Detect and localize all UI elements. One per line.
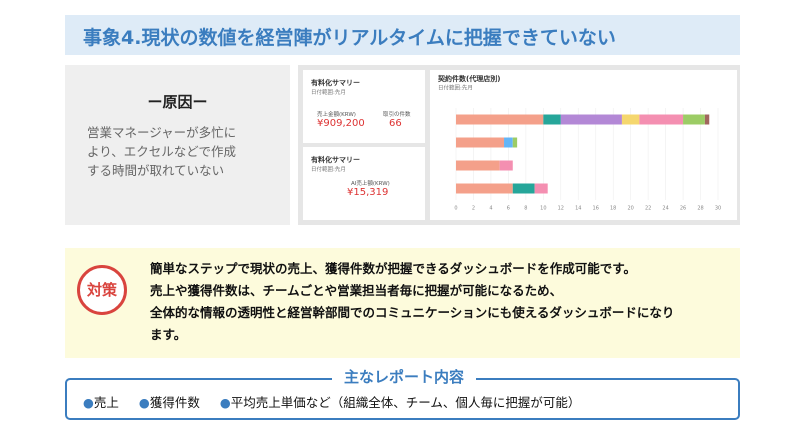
report-item: ●平均売上単価など（組織全体、チーム、個人毎に把握が可能）: [220, 395, 581, 410]
measure-line: 売上や獲得件数は、チームごとや営業担当者毎に把握が可能になるため、: [150, 283, 563, 298]
x-tick-label: 6: [507, 206, 510, 212]
metric-value: ¥15,319: [347, 187, 389, 198]
cause-box: ー原因ー 営業マネージャーが多忙に より、エクセルなどで作成 する時間が取れてい…: [65, 65, 290, 225]
measure-text: 簡単なステップで現状の売上、獲得件数が把握できるダッシュボードを作成可能です。 …: [150, 258, 674, 346]
bar-segment: [512, 137, 518, 148]
card-subtitle: 日付範囲:先月: [311, 90, 346, 96]
bar-segment: [704, 114, 710, 125]
bullet: ●: [138, 395, 150, 410]
report-box: 主なレポート内容 ●売上 ●獲得件数 ●平均売上単価など（組織全体、チーム、個人…: [65, 366, 740, 420]
bar-segment: [534, 183, 548, 194]
bar-segment: [456, 114, 544, 125]
title: 事象4.現状の数値を経営陣がリアルタイムに把握できていない: [83, 27, 616, 49]
measure-box: 対策 簡単なステップで現状の売上、獲得件数が把握できるダッシュボードを作成可能で…: [65, 248, 740, 358]
report-item-text: 平均売上単価など（組織全体、チーム、個人毎に把握が可能）: [230, 395, 581, 410]
x-tick-label: 28: [697, 206, 703, 212]
bar-segment: [639, 114, 684, 125]
report-heading: 主なレポート内容: [332, 366, 477, 387]
report-items: ●売上 ●獲得件数 ●平均売上単価など（組織全体、チーム、個人毎に把握が可能）: [83, 392, 596, 411]
x-tick-label: 16: [593, 206, 599, 212]
x-tick-label: 2: [472, 206, 475, 212]
summary-card: 有料化サマリー 日付範囲:先月 AI売上額(KRW) ¥15,319: [303, 147, 425, 220]
bar-segment: [543, 114, 561, 125]
cause-line: より、エクセルなどで作成: [87, 144, 237, 159]
measure-line: 全体的な情報の透明性と経営幹部間でのコミュニケーションにも使えるダッシュボードに…: [150, 305, 675, 320]
bullet: ●: [83, 395, 94, 410]
cause-heading: ー原因ー: [147, 93, 208, 111]
x-tick-label: 18: [610, 206, 616, 212]
bar-segment: [499, 160, 513, 171]
report-item-text: 売上: [93, 395, 119, 410]
bar-segment: [504, 137, 513, 148]
x-tick-label: 30: [715, 206, 721, 212]
chart-title: 契約件数(代理店別): [437, 74, 500, 83]
bullet: ●: [219, 395, 231, 410]
report-item: ●売上: [83, 395, 119, 410]
x-tick-label: 4: [489, 206, 492, 212]
card-title: 有料化サマリー: [311, 79, 360, 87]
x-tick-label: 26: [680, 206, 686, 212]
metric-value: 66: [389, 118, 402, 129]
card-subtitle: 日付範囲:先月: [311, 167, 346, 173]
metric-label: AI売上額(KRW): [351, 181, 390, 187]
x-tick-label: 20: [627, 206, 633, 212]
chart-subtitle: 日付範囲:先月: [438, 84, 473, 92]
bar-segment: [560, 114, 622, 125]
bar-segment: [512, 183, 535, 194]
report-item: ●獲得件数: [139, 395, 200, 410]
x-tick-label: 14: [575, 206, 581, 212]
summary-card: 有料化サマリー 日付範囲:先月 売上金額(KRW) ¥909,200 取引の件数…: [303, 70, 425, 143]
x-tick-label: 12: [558, 206, 564, 212]
bar-segment: [683, 114, 705, 125]
badge: 対策: [77, 265, 127, 315]
title-bar: 事象4.現状の数値を経営陣がリアルタイムに把握できていない: [65, 15, 740, 55]
bar-segment: [621, 114, 640, 125]
x-tick-label: 22: [645, 206, 651, 212]
dashboard: 有料化サマリー 日付範囲:先月 売上金額(KRW) ¥909,200 取引の件数…: [298, 65, 740, 225]
card-title: 有料化サマリー: [311, 156, 360, 164]
metric-label: 取引の件数: [383, 112, 411, 118]
metric-value: ¥909,200: [317, 118, 365, 129]
bar-segment: [456, 183, 513, 194]
metric-label: 売上金額(KRW): [317, 112, 356, 118]
bar-segment: [456, 160, 500, 171]
bar-segment: [456, 137, 505, 148]
cause-line: 営業マネージャーが多忙に: [87, 125, 237, 140]
x-tick-label: 24: [662, 206, 668, 212]
x-tick-label: 10: [540, 206, 546, 212]
report-item-text: 獲得件数: [149, 395, 200, 410]
chart: 契約件数(代理店別) 日付範囲:先月 0 2 4 6 8 10 12 14 16 18 20 22 24…: [437, 74, 721, 212]
cause-text: 営業マネージャーが多忙に より、エクセルなどで作成 する時間が取れていない: [87, 123, 236, 180]
x-tick-label: 0: [454, 206, 457, 212]
measure-line: 簡単なステップで現状の売上、獲得件数が把握できるダッシュボードを作成可能です。: [150, 261, 637, 276]
chart-card: 契約件数(代理店別) 日付範囲:先月 0 2 4 6 8 10 12 14 16 18 20 22 24…: [430, 70, 737, 220]
cause-line: する時間が取れていない: [87, 163, 225, 178]
measure-line: ます。: [150, 327, 187, 342]
x-tick-label: 8: [524, 206, 527, 212]
